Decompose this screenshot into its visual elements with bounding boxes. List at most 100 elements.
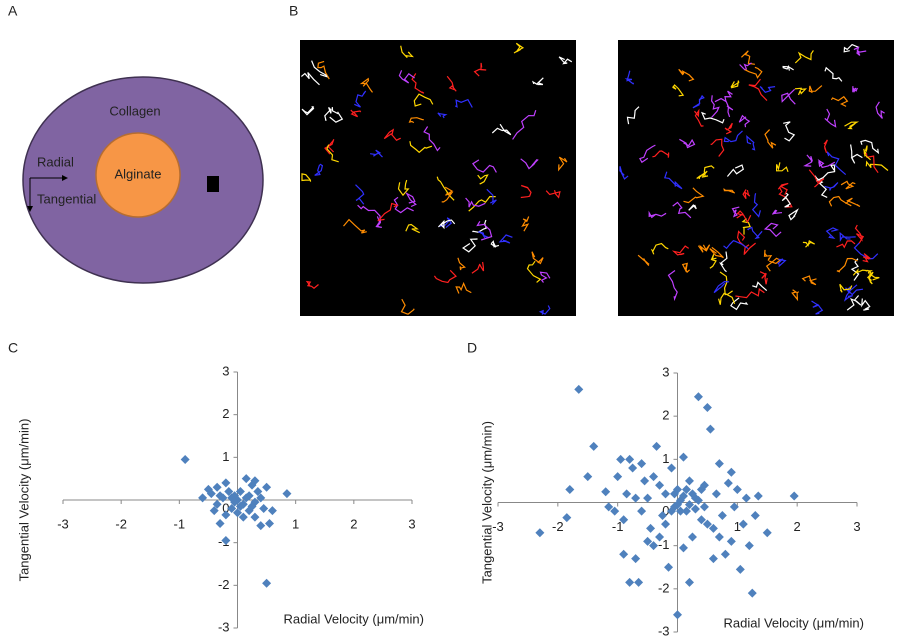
y-axis-title: Tangential Velocity (μm/min) bbox=[16, 419, 31, 582]
track bbox=[739, 62, 752, 71]
point bbox=[224, 486, 234, 496]
point bbox=[221, 510, 231, 520]
point bbox=[256, 493, 266, 503]
point bbox=[562, 513, 572, 523]
point bbox=[729, 502, 739, 512]
point bbox=[247, 501, 257, 511]
track bbox=[700, 111, 725, 124]
y-tick-label: 2 bbox=[662, 408, 669, 423]
track bbox=[650, 242, 669, 255]
point bbox=[708, 523, 718, 533]
point bbox=[235, 501, 245, 511]
point bbox=[753, 491, 763, 501]
point bbox=[661, 519, 671, 529]
track bbox=[681, 262, 691, 274]
track bbox=[329, 107, 344, 123]
track bbox=[639, 144, 656, 164]
point bbox=[601, 487, 611, 497]
track bbox=[853, 46, 867, 56]
track bbox=[437, 112, 448, 119]
point bbox=[574, 384, 584, 394]
track bbox=[491, 123, 512, 136]
point bbox=[649, 541, 659, 551]
point bbox=[711, 489, 721, 499]
track bbox=[823, 139, 828, 154]
track bbox=[811, 300, 824, 315]
track bbox=[558, 56, 573, 65]
track bbox=[808, 85, 823, 94]
track bbox=[863, 152, 879, 174]
point bbox=[696, 485, 706, 495]
track bbox=[671, 245, 690, 256]
track bbox=[314, 163, 324, 176]
track bbox=[411, 73, 425, 94]
track bbox=[710, 138, 725, 157]
point bbox=[267, 506, 277, 516]
point bbox=[253, 486, 263, 496]
track bbox=[763, 249, 773, 261]
track bbox=[839, 283, 853, 293]
point bbox=[661, 489, 671, 499]
point bbox=[637, 506, 647, 516]
point bbox=[684, 476, 694, 486]
track bbox=[437, 219, 456, 230]
point bbox=[681, 506, 691, 516]
point bbox=[714, 459, 724, 469]
point bbox=[212, 499, 222, 509]
point bbox=[631, 493, 641, 503]
track bbox=[866, 271, 874, 285]
track bbox=[828, 195, 852, 207]
track bbox=[531, 77, 544, 86]
point bbox=[652, 441, 662, 451]
track bbox=[512, 110, 537, 140]
track bbox=[301, 72, 320, 86]
track bbox=[802, 239, 816, 248]
point bbox=[628, 463, 638, 473]
track bbox=[718, 292, 736, 305]
point bbox=[735, 564, 745, 574]
track bbox=[824, 182, 839, 191]
point bbox=[699, 502, 709, 512]
track bbox=[679, 138, 696, 149]
point bbox=[634, 577, 644, 587]
track bbox=[824, 108, 837, 128]
y-tick-label: 0 bbox=[222, 500, 229, 515]
point bbox=[198, 493, 208, 503]
point bbox=[282, 489, 292, 499]
y-tick-label: 1 bbox=[662, 451, 669, 466]
point bbox=[212, 482, 222, 492]
track bbox=[875, 101, 885, 119]
point bbox=[613, 472, 623, 482]
track bbox=[836, 240, 856, 249]
x-tick-label: -3 bbox=[57, 516, 69, 531]
track bbox=[863, 145, 871, 161]
point bbox=[726, 467, 736, 477]
track bbox=[730, 297, 749, 311]
track bbox=[683, 187, 705, 204]
track bbox=[311, 60, 328, 78]
point bbox=[750, 510, 760, 520]
track bbox=[624, 70, 635, 85]
point bbox=[625, 454, 635, 464]
point bbox=[625, 577, 635, 587]
track bbox=[815, 164, 836, 182]
point bbox=[702, 519, 712, 529]
track bbox=[370, 149, 383, 158]
point bbox=[696, 515, 706, 525]
track bbox=[735, 288, 765, 299]
track bbox=[794, 87, 808, 96]
panel-label: B bbox=[289, 3, 298, 19]
point bbox=[215, 518, 225, 528]
x-axis-title: Radial Velocity (μm/min) bbox=[284, 611, 424, 626]
track bbox=[486, 188, 497, 205]
point bbox=[589, 441, 599, 451]
track bbox=[713, 280, 730, 294]
track bbox=[854, 224, 865, 244]
track bbox=[701, 165, 715, 178]
track bbox=[520, 158, 539, 170]
diagram-label: Collagen bbox=[109, 103, 160, 118]
point bbox=[684, 577, 694, 587]
point bbox=[655, 532, 665, 542]
point bbox=[262, 578, 272, 588]
